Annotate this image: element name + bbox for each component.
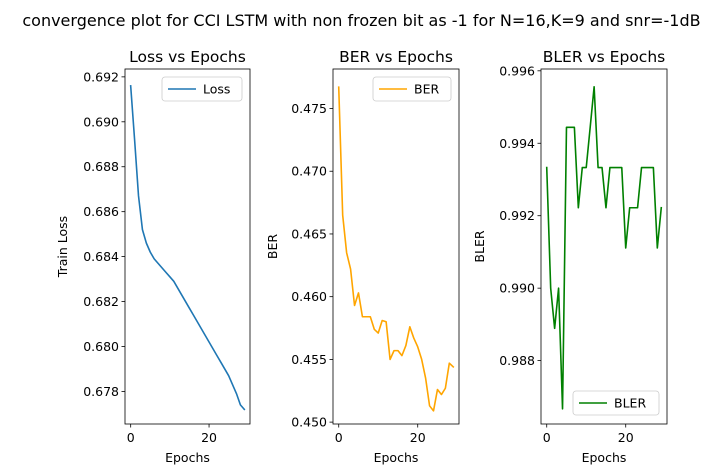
subplot-title: Loss vs Epochs xyxy=(129,48,246,66)
legend-label: Loss xyxy=(203,82,230,97)
y-tick-label: 0.678 xyxy=(83,384,119,399)
subplot-3: BLER vs Epochs 0.988 0.990 0.992 0.994 0.996 0… xyxy=(472,48,668,465)
subplot-title: BER vs Epochs xyxy=(339,48,453,66)
subplots: Loss vs Epochs 0.678 0.680 0.682 0.684 0.686 0… xyxy=(55,48,668,465)
legend: BLER xyxy=(572,390,660,416)
x-axis-label: Epochs xyxy=(582,450,627,465)
legend-box xyxy=(372,76,452,102)
x-tick-label: 20 xyxy=(410,430,426,445)
y-tick-label: 0.465 xyxy=(291,226,327,241)
y-tick-label: 0.990 xyxy=(499,281,535,296)
x-tick-label: 0 xyxy=(335,430,343,445)
y-tick-label: 0.470 xyxy=(291,164,327,179)
axes-frame xyxy=(124,68,251,425)
legend-label: BLER xyxy=(614,396,646,411)
y-axis-label: BER xyxy=(265,234,280,259)
series-line-ber xyxy=(337,86,455,412)
axes-frame xyxy=(332,68,460,425)
y-tick-label: 0.994 xyxy=(499,136,535,151)
legend-label: BER xyxy=(414,82,439,97)
subplot-2: BER vs Epochs 0.450 0.455 0.460 0.465 0.470 0.… xyxy=(265,48,460,465)
y-tick-label: 0.996 xyxy=(499,63,535,78)
legend: BER xyxy=(372,76,452,102)
y-axis-label: BLER xyxy=(472,230,487,262)
axes-frame xyxy=(540,68,668,425)
y-axis-label: Train Loss xyxy=(55,216,70,278)
legend: Loss xyxy=(161,76,243,102)
y-tick-label: 0.455 xyxy=(291,352,327,367)
x-tick-label: 20 xyxy=(201,430,217,445)
y-tick-label: 0.692 xyxy=(83,69,119,84)
y-tick-label: 0.684 xyxy=(83,249,119,264)
subplot-title: BLER vs Epochs xyxy=(543,48,665,66)
subplot-1: Loss vs Epochs 0.678 0.680 0.682 0.684 0.686 0… xyxy=(55,48,251,465)
y-tick-label: 0.680 xyxy=(83,339,119,354)
y-tick-label: 0.686 xyxy=(83,204,119,219)
y-tick-label: 0.988 xyxy=(499,353,535,368)
y-tick-label: 0.690 xyxy=(83,114,119,129)
y-tick-label: 0.475 xyxy=(291,101,327,116)
y-tick-label: 0.688 xyxy=(83,159,119,174)
legend-box xyxy=(572,390,660,416)
figure-title: convergence plot for CCI LSTM with non f… xyxy=(22,11,700,30)
series-line-bler xyxy=(545,85,663,410)
x-axis-label: Epochs xyxy=(165,450,210,465)
x-axis-label: Epochs xyxy=(374,450,419,465)
legend-box xyxy=(161,76,243,102)
x-tick-label: 20 xyxy=(618,430,634,445)
x-tick-label: 0 xyxy=(543,430,551,445)
y-tick-label: 0.450 xyxy=(291,415,327,430)
y-tick-label: 0.992 xyxy=(499,208,535,223)
x-tick-label: 0 xyxy=(127,430,135,445)
series-line-loss xyxy=(129,84,246,411)
y-tick-label: 0.682 xyxy=(83,294,119,309)
y-tick-label: 0.460 xyxy=(291,289,327,304)
